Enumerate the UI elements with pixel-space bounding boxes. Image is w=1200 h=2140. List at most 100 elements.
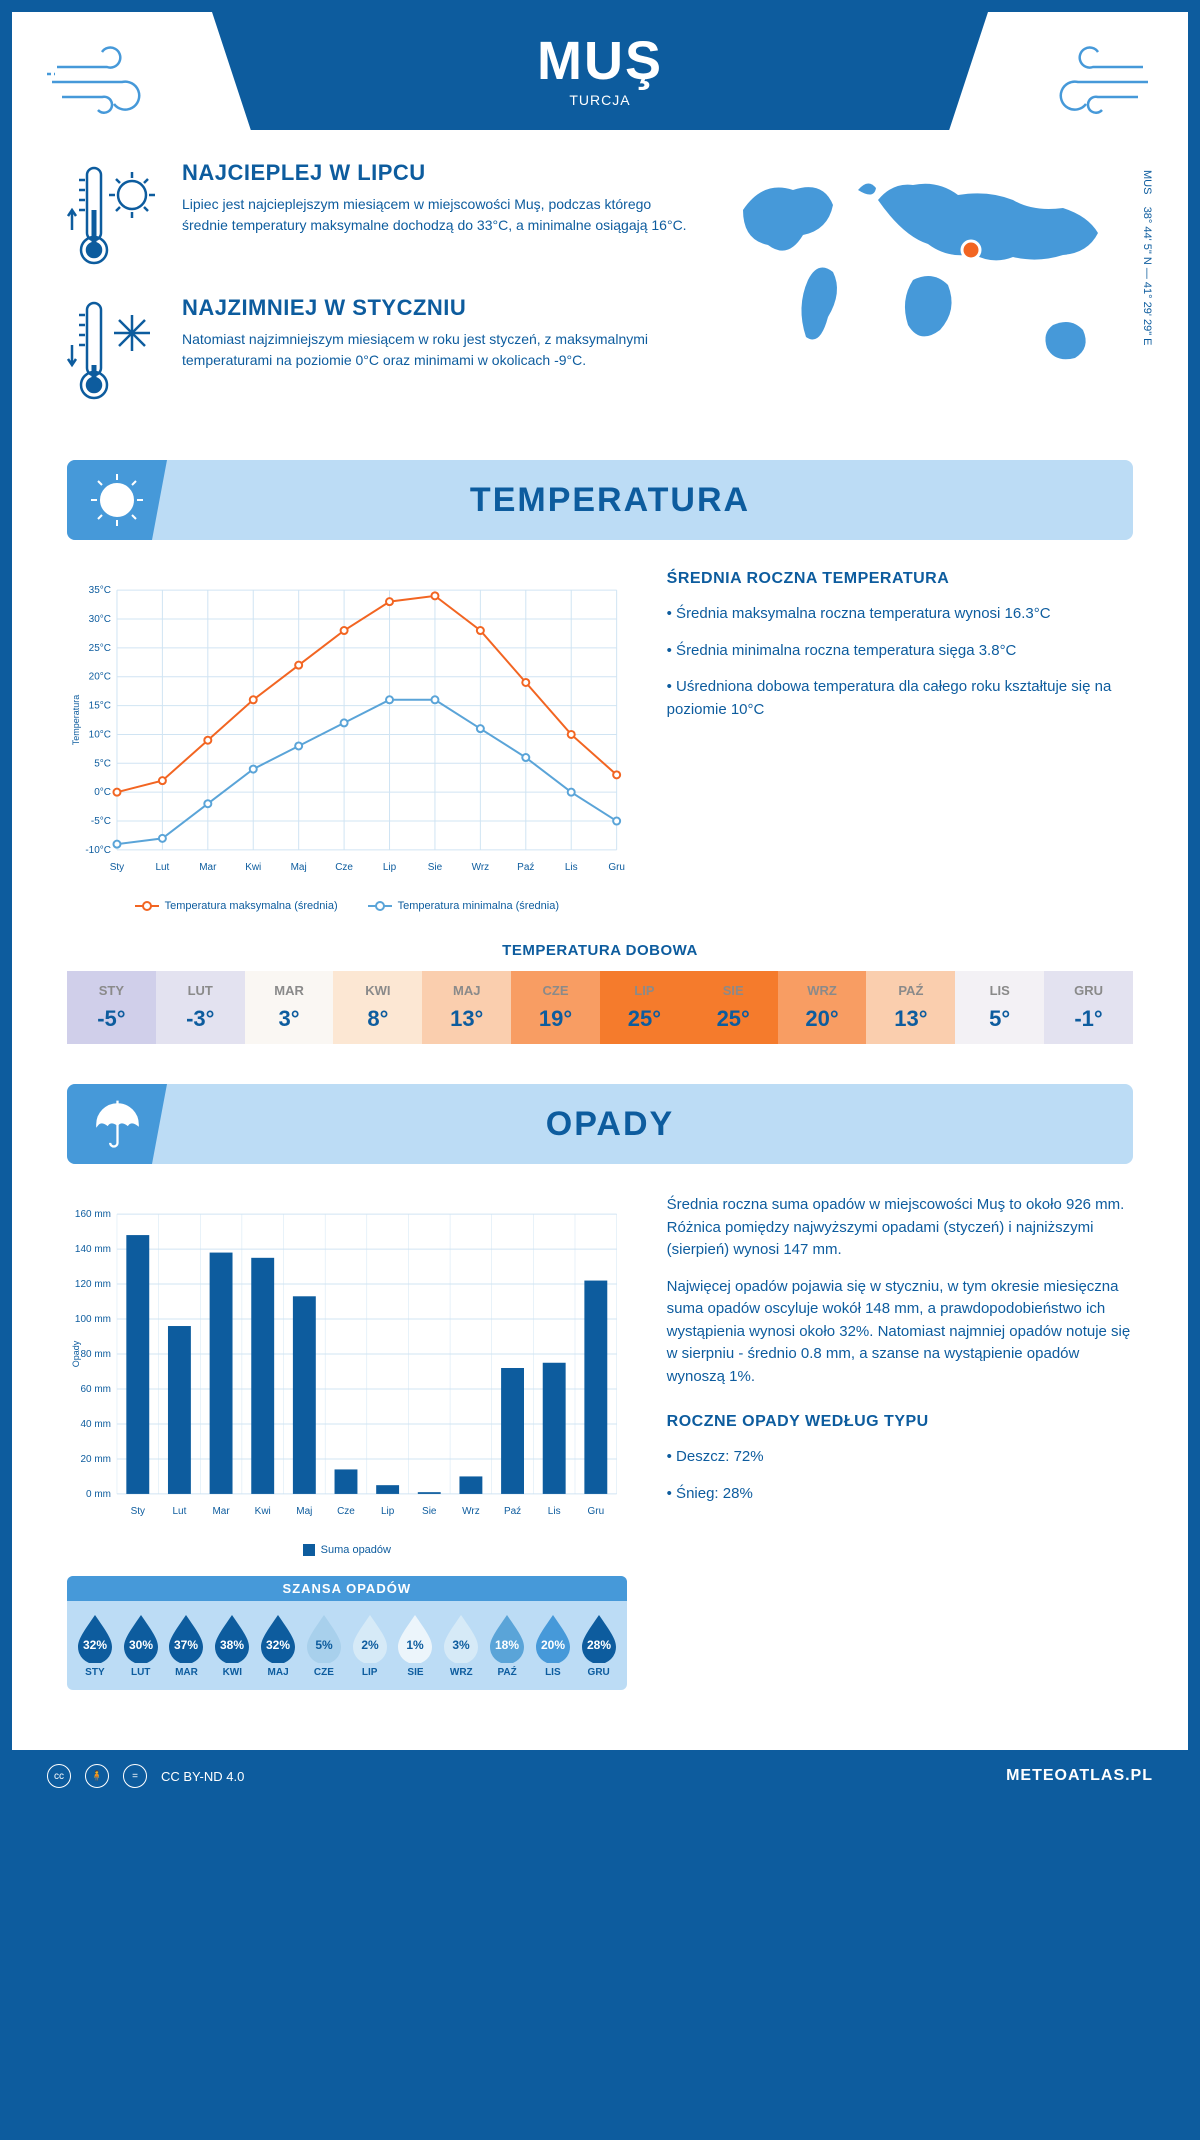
svg-text:140 mm: 140 mm [75,1244,111,1255]
svg-text:Lut: Lut [155,862,169,873]
svg-text:Gru: Gru [608,862,625,873]
temperature-line-chart: -10°C-5°C0°C5°C10°C15°C20°C25°C30°C35°CS… [67,570,627,890]
rain-chance-drop: 1% SIE [393,1611,439,1678]
coordinates: MUS 38° 44' 5" N — 41° 29' 29" E [1141,170,1153,346]
svg-text:Wrz: Wrz [472,862,490,873]
cold-title: NAJZIMNIEJ W STYCZNIU [182,295,693,321]
svg-text:32%: 32% [83,1638,107,1652]
svg-text:Maj: Maj [296,1506,312,1517]
temp-table-cell: WRZ20° [778,971,867,1044]
svg-text:Gru: Gru [587,1506,604,1517]
svg-text:Sie: Sie [422,1506,437,1517]
temp-table-cell: KWI8° [333,971,422,1044]
svg-text:Lis: Lis [548,1506,561,1517]
svg-text:Sty: Sty [110,862,124,873]
svg-text:Kwi: Kwi [245,862,261,873]
wind-deco-right-icon [1033,42,1153,122]
svg-text:10°C: 10°C [89,729,111,740]
svg-text:Maj: Maj [291,862,307,873]
daily-temp-table: STY-5°LUT-3°MAR3°KWI8°MAJ13°CZE19°LIP25°… [67,971,1133,1044]
svg-text:Kwi: Kwi [255,1506,271,1517]
svg-text:5%: 5% [315,1638,333,1652]
temp-table-cell: STY-5° [67,971,156,1044]
svg-text:Sie: Sie [428,862,443,873]
license-text: CC BY-ND 4.0 [161,1769,244,1784]
cold-block: NAJZIMNIEJ W STYCZNIU Natomiast najzimni… [67,295,693,405]
rainfall-title: OPADY [87,1105,1133,1144]
temperature-title: TEMPERATURA [87,481,1133,520]
svg-text:20%: 20% [541,1638,565,1652]
svg-text:Temperatura: Temperatura [71,695,81,745]
svg-text:Lip: Lip [381,1506,395,1517]
svg-text:18%: 18% [495,1638,519,1652]
rain-chance-title: SZANSA OPADÓW [67,1576,627,1601]
svg-text:Mar: Mar [199,862,217,873]
rain-chance-drop: 37% MAR [164,1611,210,1678]
rainfall-info: Średnia roczna suma opadów w miejscowośc… [667,1194,1133,1690]
temp-bullet: • Średnia maksymalna roczna temperatura … [667,603,1133,626]
svg-text:28%: 28% [587,1638,611,1652]
site-name: METEOATLAS.PL [1006,1767,1153,1785]
svg-text:Lut: Lut [172,1506,186,1517]
rain-chance-drop: 38% KWI [209,1611,255,1678]
temp-table-cell: MAR3° [245,971,334,1044]
svg-text:100 mm: 100 mm [75,1314,111,1325]
rain-chance-drop: 20% LIS [530,1611,576,1678]
world-map-icon [713,160,1133,400]
rain-chance-drop: 32% STY [72,1611,118,1678]
world-map: MUS 38° 44' 5" N — 41° 29' 29" E [713,160,1133,430]
svg-text:120 mm: 120 mm [75,1279,111,1290]
wind-deco-left-icon [47,42,167,122]
svg-text:Cze: Cze [335,862,353,873]
svg-text:Cze: Cze [337,1506,355,1517]
temp-bullet: • Średnia minimalna roczna temperatura s… [667,640,1133,663]
svg-text:60 mm: 60 mm [80,1384,111,1395]
hot-title: NAJCIEPLEJ W LIPCU [182,160,693,186]
temp-table-cell: LUT-3° [156,971,245,1044]
svg-text:20 mm: 20 mm [80,1454,111,1465]
rain-chance-drop: 5% CZE [301,1611,347,1678]
footer: cc 🧍 = CC BY-ND 4.0 METEOATLAS.PL [12,1750,1188,1802]
temp-bullet: • Uśredniona dobowa temperatura dla całe… [667,676,1133,721]
svg-text:0 mm: 0 mm [86,1489,111,1500]
svg-text:Lip: Lip [383,862,397,873]
thermometer-snow-icon [67,295,167,405]
svg-text:Lis: Lis [565,862,578,873]
svg-text:40 mm: 40 mm [80,1419,111,1430]
svg-text:38%: 38% [220,1638,244,1652]
intro-row: NAJCIEPLEJ W LIPCU Lipiec jest najcieple… [67,160,1133,430]
svg-text:20°C: 20°C [89,672,111,683]
svg-text:Mar: Mar [212,1506,230,1517]
svg-text:5°C: 5°C [94,758,111,769]
cc-icon: cc [47,1764,71,1788]
city-title: MUŞ [212,30,988,92]
svg-text:160 mm: 160 mm [75,1209,111,1220]
svg-text:15°C: 15°C [89,701,111,712]
svg-text:Paź: Paź [517,862,534,873]
rain-chance-drop: 30% LUT [118,1611,164,1678]
header-banner: MUŞ TURCJA [212,12,988,130]
umbrella-icon [90,1097,145,1152]
rain-chance-panel: SZANSA OPADÓW 32% STY 30% LUT 37% MAR 38… [67,1576,627,1690]
nd-icon: = [123,1764,147,1788]
svg-text:2%: 2% [361,1638,379,1652]
svg-text:30%: 30% [129,1638,153,1652]
temp-table-cell: LIS5° [955,971,1044,1044]
rain-p2: Najwięcej opadów pojawia się w styczniu,… [667,1276,1133,1389]
temp-table-cell: SIE25° [689,971,778,1044]
temp-table-cell: PAŹ13° [866,971,955,1044]
country-subtitle: TURCJA [212,92,988,108]
svg-text:80 mm: 80 mm [80,1349,111,1360]
cold-text: Natomiast najzimniejszym miesiącem w rok… [182,329,693,371]
svg-text:35°C: 35°C [89,585,111,596]
avg-temp-title: ŚREDNIA ROCZNA TEMPERATURA [667,570,1133,588]
rainfall-section-header: OPADY [67,1084,1133,1164]
by-icon: 🧍 [85,1764,109,1788]
daily-temp-title: TEMPERATURA DOBOWA [67,942,1133,959]
rain-legend: Suma opadów [67,1544,627,1556]
temp-table-cell: MAJ13° [422,971,511,1044]
svg-text:-10°C: -10°C [85,845,111,856]
svg-text:37%: 37% [174,1638,198,1652]
svg-text:Wrz: Wrz [462,1506,480,1517]
temperature-info: ŚREDNIA ROCZNA TEMPERATURA • Średnia mak… [667,570,1133,912]
